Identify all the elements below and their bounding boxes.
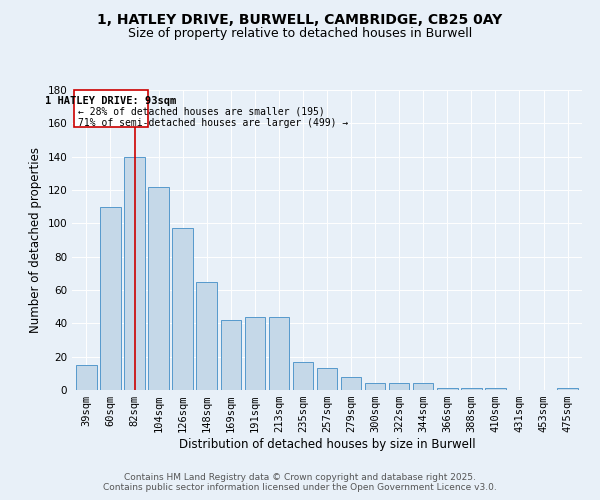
Text: ← 28% of detached houses are smaller (195): ← 28% of detached houses are smaller (19… bbox=[78, 106, 325, 117]
Bar bbox=[124, 156, 145, 390]
Text: 1 HATLEY DRIVE: 93sqm: 1 HATLEY DRIVE: 93sqm bbox=[46, 96, 177, 106]
Bar bbox=[437, 388, 458, 390]
Bar bbox=[389, 384, 409, 390]
Bar bbox=[317, 368, 337, 390]
Bar bbox=[221, 320, 241, 390]
Text: Size of property relative to detached houses in Burwell: Size of property relative to detached ho… bbox=[128, 28, 472, 40]
Y-axis label: Number of detached properties: Number of detached properties bbox=[29, 147, 42, 333]
Text: 71% of semi-detached houses are larger (499) →: 71% of semi-detached houses are larger (… bbox=[78, 118, 348, 128]
Bar bbox=[172, 228, 193, 390]
Text: 1, HATLEY DRIVE, BURWELL, CAMBRIDGE, CB25 0AY: 1, HATLEY DRIVE, BURWELL, CAMBRIDGE, CB2… bbox=[97, 12, 503, 26]
Bar bbox=[413, 384, 433, 390]
X-axis label: Distribution of detached houses by size in Burwell: Distribution of detached houses by size … bbox=[179, 438, 475, 451]
Bar bbox=[100, 206, 121, 390]
Bar bbox=[293, 362, 313, 390]
Bar bbox=[557, 388, 578, 390]
Text: Contains HM Land Registry data © Crown copyright and database right 2025.
Contai: Contains HM Land Registry data © Crown c… bbox=[103, 473, 497, 492]
Bar bbox=[196, 282, 217, 390]
Bar bbox=[76, 365, 97, 390]
Bar bbox=[461, 388, 482, 390]
Bar bbox=[269, 316, 289, 390]
Bar bbox=[341, 376, 361, 390]
Bar bbox=[245, 316, 265, 390]
FancyBboxPatch shape bbox=[74, 90, 148, 126]
Bar bbox=[365, 384, 385, 390]
Bar bbox=[485, 388, 506, 390]
Bar bbox=[148, 186, 169, 390]
